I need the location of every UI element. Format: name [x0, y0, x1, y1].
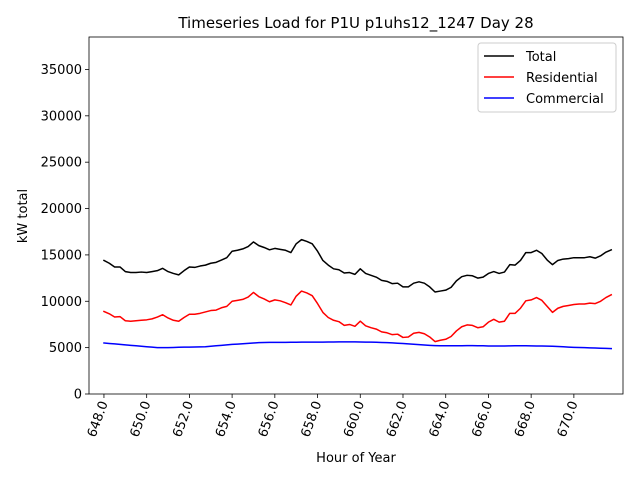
y-tick-label: 0 — [74, 388, 82, 403]
x-axis-title: Hour of Year — [316, 451, 396, 466]
legend-box — [477, 42, 617, 113]
legend-label-commercial: Commercial — [526, 92, 604, 107]
y-tick-label: 15000 — [41, 248, 82, 263]
chart-title: Timeseries Load for P1U p1uhs12_1247 Day… — [177, 14, 533, 33]
legend: Total Residential Commercial — [477, 42, 617, 113]
y-tick-label: 20000 — [41, 202, 82, 217]
axes-frame — [88, 36, 624, 395]
series-line-total — [102, 238, 613, 293]
y-tick-label: 10000 — [41, 295, 82, 310]
legend-label-total: Total — [525, 50, 556, 65]
y-tick-label: 5000 — [49, 341, 82, 356]
series-line-commercial — [103, 341, 613, 350]
y-tick-label: 25000 — [41, 156, 82, 171]
y-axis-title: kW total — [16, 189, 31, 243]
y-tick-label: 30000 — [41, 109, 82, 124]
legend-label-residential: Residential — [526, 71, 598, 86]
series-line-residential — [102, 290, 613, 343]
y-tick-label: 35000 — [41, 63, 82, 78]
